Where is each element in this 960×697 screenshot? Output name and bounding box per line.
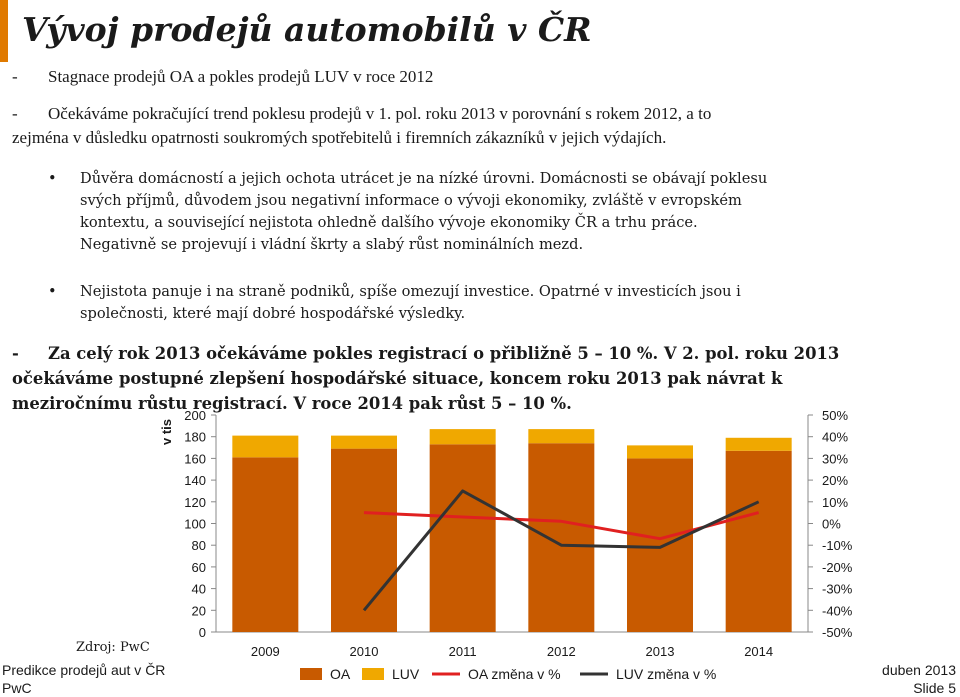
sub-bullet-companies-line: Nejistota panuje i na straně podniků, sp… [80, 283, 741, 300]
y-tick-label: 120 [184, 495, 206, 510]
legend-swatch [362, 668, 384, 680]
bullet-trend-line-1: Očekáváme pokračující trend poklesu prod… [48, 104, 712, 123]
legend-swatch [300, 668, 322, 680]
y2-tick-label: -50% [822, 625, 853, 640]
y-tick-label: 180 [184, 430, 206, 445]
bar-oa [429, 444, 496, 632]
bar-oa [725, 450, 792, 632]
bullet-trend: - Očekáváme pokračující trend poklesu pro… [12, 102, 952, 150]
y-axis-label: v tis [159, 419, 174, 445]
bullet-forecast: - Za celý rok 2013 očekáváme pokles regis… [12, 341, 947, 416]
sub-bullet-households-line: Důvěra domácností a jejich ochota utráce… [80, 170, 768, 187]
footer-presentation-title: Predikce prodejů aut v ČR [2, 662, 166, 678]
bar-oa [232, 457, 299, 632]
footer-company: PwC [2, 680, 32, 696]
legend-label: OA změna v % [468, 666, 561, 682]
sub-bullet-households-line: Negativně se projevují i vládní škrty a … [80, 236, 584, 253]
bullet-dash: - [12, 67, 18, 86]
y-tick-label: 100 [184, 517, 206, 532]
y2-tick-label: 0% [822, 517, 841, 532]
y-tick-label: 60 [192, 560, 206, 575]
legend-label: OA [330, 666, 351, 682]
bar-luv [725, 437, 792, 451]
sub-bullet-households-line: kontextu, a související nejistota ohledn… [80, 214, 698, 231]
y-tick-label: 140 [184, 473, 206, 488]
y2-tick-label: 20% [822, 473, 848, 488]
sub-bullet-households: • Důvěra domácností a jejich ochota utrá… [48, 168, 940, 256]
y2-tick-label: -30% [822, 582, 853, 597]
bullet-stagnation-text: Stagnace prodejů OA a pokles prodejů LUV… [48, 67, 434, 86]
title-accent-bar [0, 0, 8, 62]
sub-bullet-dot: • [48, 170, 57, 187]
sub-bullet-companies-line: společnosti, které mají dobré hospodářsk… [80, 305, 466, 322]
bar-luv [331, 435, 397, 449]
x-tick-label: 2011 [449, 644, 477, 659]
bullet-forecast-line-3: meziročnímu růstu registrací. V roce 201… [12, 394, 572, 413]
x-tick-label: 2014 [744, 644, 773, 659]
y2-tick-label: -40% [822, 603, 853, 618]
bullet-trend-line-2: zejména v důsledku opatrnosti soukromých… [12, 128, 667, 147]
footer-date: duben 2013 [882, 662, 956, 678]
y2-tick-label: 50% [822, 408, 848, 423]
y-tick-label: 20 [192, 603, 206, 618]
bar-oa [528, 443, 595, 632]
sub-bullet-companies: • Nejistota panuje i na straně podniků, … [48, 281, 940, 325]
y-tick-label: 80 [192, 538, 206, 553]
sub-bullet-households-line: svých příjmů, důvodem jsou negativní inf… [80, 192, 742, 209]
y2-tick-label: 10% [822, 495, 848, 510]
bullet-dash: - [12, 104, 18, 123]
bullet-forecast-line-1: Za celý rok 2013 očekáváme pokles regist… [48, 344, 840, 363]
legend-label: LUV [392, 666, 420, 682]
bar-luv [528, 429, 595, 444]
y-tick-label: 0 [199, 625, 206, 640]
bar-luv [627, 445, 693, 459]
page-title: Vývoj prodejů automobilů v ČR [22, 10, 592, 49]
sub-bullet-dot: • [48, 283, 57, 300]
legend-label: LUV změna v % [616, 666, 716, 682]
line-series [362, 489, 760, 612]
y2-tick-label: 30% [822, 451, 848, 466]
bar-oa [627, 458, 693, 632]
bar-oa [331, 448, 397, 632]
footer-slide-number: Slide 5 [913, 680, 956, 696]
y-tick-label: 200 [184, 408, 206, 423]
bullet-stagnation: - Stagnace prodejů OA a pokles prodejů LU… [12, 65, 433, 89]
line-series [363, 511, 760, 541]
x-tick-label: 2010 [350, 644, 379, 659]
y-tick-label: 160 [184, 451, 206, 466]
y2-tick-label: -10% [822, 538, 853, 553]
bar-luv [429, 429, 496, 445]
x-tick-label: 2009 [251, 644, 280, 659]
bar-luv [232, 435, 299, 458]
y-tick-label: 40 [192, 582, 206, 597]
source-note: Zdroj: PwC [76, 640, 150, 655]
bullet-forecast-line-2: očekáváme postupné zlepšení hospodářské … [12, 369, 783, 388]
y2-tick-label: 40% [822, 430, 848, 445]
bullet-dash: - [12, 344, 19, 363]
y2-tick-label: -20% [822, 560, 853, 575]
x-tick-label: 2013 [646, 644, 675, 659]
x-tick-label: 2012 [547, 644, 576, 659]
